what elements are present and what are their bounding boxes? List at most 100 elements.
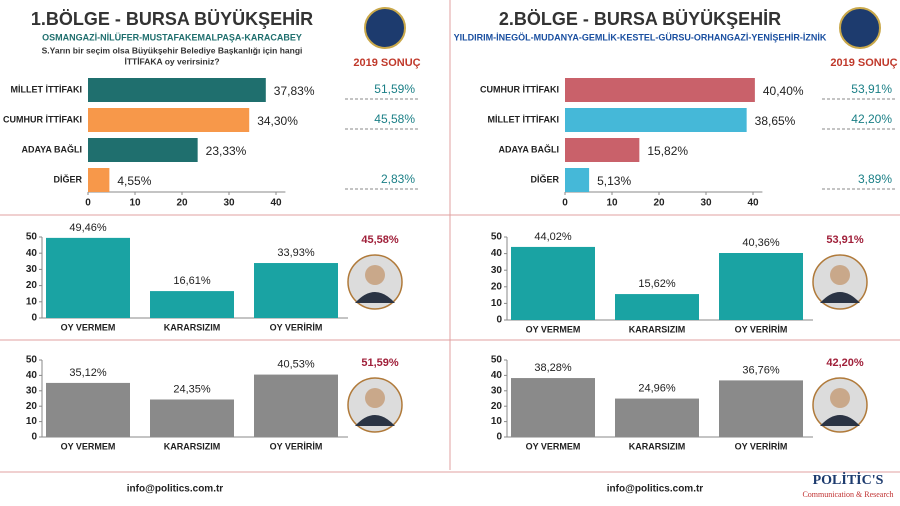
x-tick-label: 10 <box>606 198 618 209</box>
y-tick-label: 30 <box>491 385 503 396</box>
result-value: 2,83% <box>381 172 415 186</box>
y-tick-label: 50 <box>26 232 38 243</box>
category-label: MİLLET İTTİFAKI <box>11 84 83 94</box>
value-label: 40,53% <box>277 358 315 370</box>
x-tick-label: 30 <box>700 198 712 209</box>
x-tick-label: KARARSIZIM <box>164 441 221 451</box>
bar <box>88 168 110 192</box>
x-tick-label: OY VERİRİM <box>270 322 323 332</box>
y-tick-label: 40 <box>491 370 503 381</box>
panel-title: 1.BÖLGE - BURSA BÜYÜKŞEHİR <box>31 9 313 29</box>
y-tick-label: 0 <box>496 315 502 326</box>
x-tick-label: 0 <box>85 198 91 209</box>
bar <box>565 138 640 162</box>
y-tick-label: 0 <box>496 432 502 443</box>
x-tick-label: 40 <box>747 198 759 209</box>
x-tick-label: OY VERMEM <box>526 324 581 334</box>
annotation: 42,20% <box>826 357 864 369</box>
question: S.Yarın bir seçim olsa Büyükşehir Beledi… <box>42 45 303 55</box>
bar <box>150 291 234 318</box>
results-title: 2019 SONUÇ <box>830 57 897 69</box>
y-tick-label: 50 <box>491 355 503 366</box>
result-value: 3,89% <box>858 172 892 186</box>
bar <box>719 253 803 320</box>
y-tick-label: 50 <box>491 232 503 243</box>
x-tick-label: 40 <box>270 198 282 209</box>
y-tick-label: 20 <box>26 280 38 291</box>
category-label: CUMHUR İTTİFAKI <box>480 84 559 94</box>
value-label: 38,28% <box>534 362 572 374</box>
x-tick-label: 10 <box>129 198 141 209</box>
photo-body <box>820 415 860 426</box>
brand-sub: Communication & Research <box>802 490 893 499</box>
photo-body <box>355 292 395 303</box>
bar <box>88 108 250 132</box>
x-tick-label: KARARSIZIM <box>629 324 686 334</box>
category-label: CUMHUR İTTİFAKI <box>3 114 82 124</box>
x-tick-label: 20 <box>653 198 665 209</box>
bar <box>46 382 130 437</box>
x-tick-label: OY VERMEM <box>526 441 581 451</box>
bar <box>511 378 595 437</box>
y-tick-label: 10 <box>491 416 503 427</box>
category-label: DİĞER <box>53 173 82 184</box>
y-tick-label: 20 <box>491 401 503 412</box>
value-label: 35,12% <box>69 367 107 379</box>
y-tick-label: 10 <box>26 416 38 427</box>
category-label: ADAYA BAĞLI <box>498 143 559 154</box>
x-tick-label: OY VERMEM <box>61 322 116 332</box>
photo-head <box>830 388 850 408</box>
x-tick-label: OY VERİRİM <box>270 441 323 451</box>
value-label: 16,61% <box>173 275 211 287</box>
y-tick-label: 0 <box>31 432 37 443</box>
question: İTTİFAKA oy verirsiniz? <box>124 56 219 66</box>
y-tick-label: 50 <box>26 355 38 366</box>
y-tick-label: 20 <box>491 281 503 292</box>
value-label: 36,76% <box>742 364 780 376</box>
bar <box>88 138 198 162</box>
value-label: 37,83% <box>274 84 315 98</box>
y-tick-label: 40 <box>26 248 38 259</box>
y-tick-label: 10 <box>491 298 503 309</box>
panel-title: 2.BÖLGE - BURSA BÜYÜKŞEHİR <box>499 9 781 29</box>
y-tick-label: 40 <box>491 248 503 259</box>
x-tick-label: KARARSIZIM <box>164 322 221 332</box>
category-label: ADAYA BAĞLI <box>21 143 82 154</box>
photo-head <box>365 388 385 408</box>
annotation: 51,59% <box>361 357 399 369</box>
email: info@politics.com.tr <box>607 484 704 495</box>
annotation: 53,91% <box>826 234 864 246</box>
y-tick-label: 30 <box>26 385 38 396</box>
result-value: 51,59% <box>374 82 415 96</box>
result-value: 53,91% <box>851 82 892 96</box>
x-tick-label: OY VERİRİM <box>735 324 788 334</box>
value-label: 38,65% <box>755 114 796 128</box>
y-tick-label: 10 <box>26 296 38 307</box>
value-label: 15,62% <box>638 278 676 290</box>
value-label: 34,30% <box>257 114 298 128</box>
value-label: 4,55% <box>117 174 151 188</box>
y-tick-label: 30 <box>491 265 503 276</box>
bar <box>150 399 234 437</box>
photo-body <box>820 292 860 303</box>
x-tick-label: 30 <box>223 198 235 209</box>
value-label: 49,46% <box>69 222 107 234</box>
y-tick-label: 30 <box>26 264 38 275</box>
bar <box>615 398 699 437</box>
results-title: 2019 SONUÇ <box>353 57 420 69</box>
bar <box>565 108 747 132</box>
annotation: 45,58% <box>361 234 399 246</box>
photo-body <box>355 415 395 426</box>
category-label: MİLLET İTTİFAKI <box>488 114 560 124</box>
brand-logo: POLİTİC'S <box>813 471 884 488</box>
value-label: 24,35% <box>173 383 211 395</box>
y-tick-label: 0 <box>31 313 37 324</box>
bar <box>254 374 338 437</box>
bar <box>46 237 130 318</box>
x-tick-label: OY VERİRİM <box>735 441 788 451</box>
x-tick-label: OY VERMEM <box>61 441 116 451</box>
bar <box>719 380 803 437</box>
value-label: 15,82% <box>647 144 688 158</box>
